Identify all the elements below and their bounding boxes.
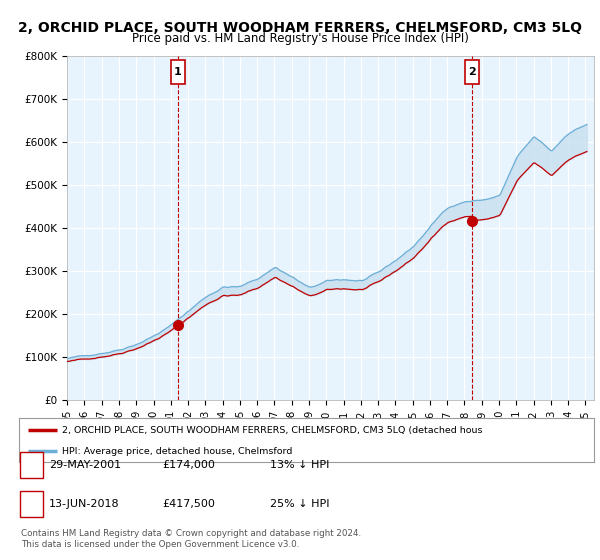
Text: 2: 2 [28,499,35,509]
Text: £174,000: £174,000 [162,460,215,470]
Text: 29-MAY-2001: 29-MAY-2001 [49,460,121,470]
Text: 2: 2 [469,67,476,77]
FancyBboxPatch shape [171,60,185,84]
Text: 1: 1 [174,67,182,77]
Text: 13-JUN-2018: 13-JUN-2018 [49,499,120,509]
FancyBboxPatch shape [466,60,479,84]
Text: Price paid vs. HM Land Registry's House Price Index (HPI): Price paid vs. HM Land Registry's House … [131,32,469,45]
Text: 2, ORCHID PLACE, SOUTH WOODHAM FERRERS, CHELMSFORD, CM3 5LQ (detached hous: 2, ORCHID PLACE, SOUTH WOODHAM FERRERS, … [62,426,483,435]
Text: £417,500: £417,500 [162,499,215,509]
Text: 13% ↓ HPI: 13% ↓ HPI [270,460,329,470]
Text: This data is licensed under the Open Government Licence v3.0.: This data is licensed under the Open Gov… [21,540,299,549]
Text: 2, ORCHID PLACE, SOUTH WOODHAM FERRERS, CHELMSFORD, CM3 5LQ: 2, ORCHID PLACE, SOUTH WOODHAM FERRERS, … [18,21,582,35]
Text: 25% ↓ HPI: 25% ↓ HPI [270,499,329,509]
Text: 1: 1 [28,460,35,470]
Text: Contains HM Land Registry data © Crown copyright and database right 2024.: Contains HM Land Registry data © Crown c… [21,529,361,538]
Text: HPI: Average price, detached house, Chelmsford: HPI: Average price, detached house, Chel… [62,446,293,456]
